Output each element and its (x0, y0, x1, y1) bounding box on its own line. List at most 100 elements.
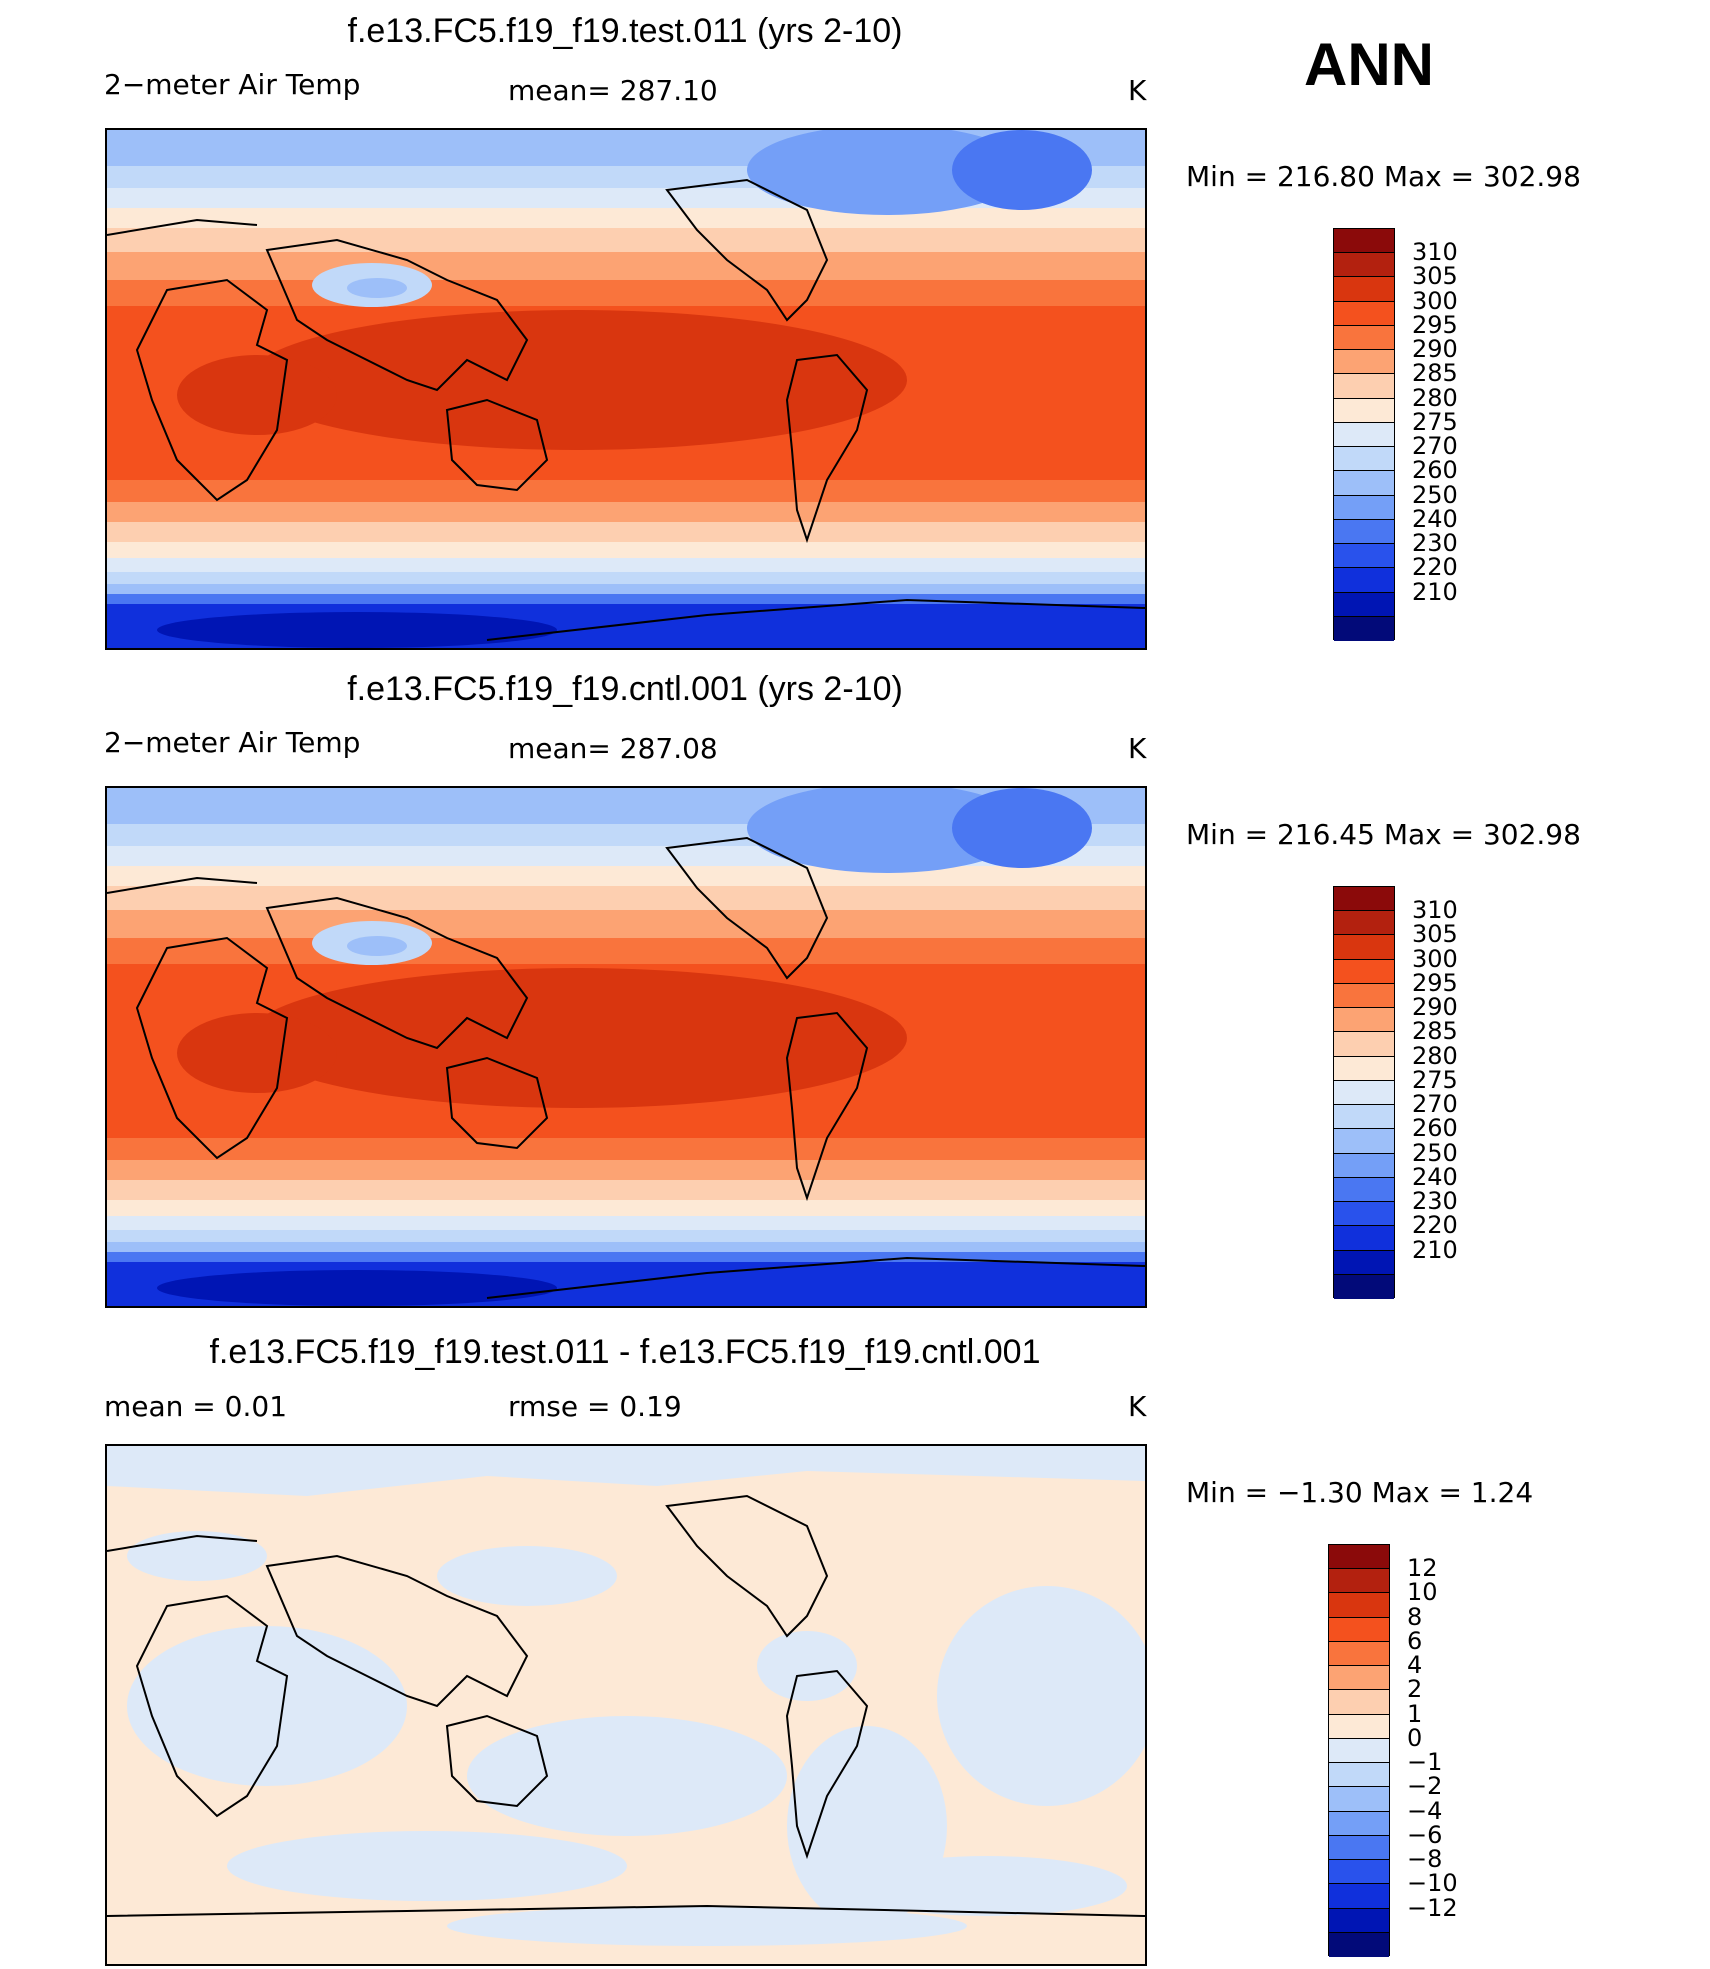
colorbar-cell (1329, 1641, 1389, 1667)
colorbar-tick-label: −8 (1407, 1845, 1443, 1874)
panel-2-title: f.e13.FC5.f19_f19.cntl.001 (yrs 2-10) (347, 670, 903, 708)
colorbar-cell (1334, 1129, 1394, 1154)
colorbar-cell (1334, 277, 1394, 302)
colorbar-tick-label: 240 (1412, 1162, 1458, 1191)
colorbar-tick-label: 290 (1412, 993, 1458, 1022)
panel-3-difference-field (107, 1446, 1145, 1964)
panel-2-minmax: Min = 216.45 Max = 302.98 (1186, 818, 1581, 851)
colorbar-tick-label: 275 (1412, 407, 1458, 436)
panel-2-variable-label: 2−meter Air Temp (104, 726, 361, 759)
colorbar-cell (1329, 1593, 1389, 1618)
colorbar-cell (1334, 911, 1394, 936)
colorbar-tick-label: 210 (1412, 577, 1458, 606)
colorbar-cell (1334, 350, 1394, 375)
colorbar-cell (1329, 1738, 1389, 1764)
colorbar-cell (1334, 1032, 1394, 1057)
colorbar-cell (1329, 1690, 1389, 1715)
colorbar-cell (1334, 592, 1394, 617)
colorbar-tick-label: 8 (1407, 1602, 1423, 1631)
colorbar-tick-label: 220 (1412, 1211, 1458, 1240)
colorbar-cell (1329, 1714, 1389, 1739)
colorbar-cell (1334, 1153, 1394, 1178)
colorbar-cell (1334, 1274, 1394, 1299)
colorbar-tick-label: 270 (1412, 432, 1458, 461)
colorbar-tick-label: 4 (1407, 1651, 1423, 1680)
colorbar-cell (1334, 495, 1394, 520)
colorbar-tick-label: −2 (1407, 1772, 1443, 1801)
colorbar-cell (1334, 887, 1394, 912)
colorbar-cell (1334, 935, 1394, 960)
colorbar-tick-label: 310 (1412, 238, 1458, 267)
colorbar-tick-label: 285 (1412, 1017, 1458, 1046)
colorbar-tick-label: 260 (1412, 456, 1458, 485)
panel-2-units-label: K (1128, 732, 1147, 765)
panel-1-minmax: Min = 216.80 Max = 302.98 (1186, 160, 1581, 193)
colorbar-cell (1329, 1835, 1389, 1861)
colorbar-tick-label: 305 (1412, 262, 1458, 291)
colorbar-tick-label: 12 (1407, 1554, 1438, 1583)
colorbar-cell (1334, 519, 1394, 545)
colorbar-cell (1334, 1250, 1394, 1275)
colorbar-cell (1329, 1666, 1389, 1691)
colorbar-tick-label: 285 (1412, 359, 1458, 388)
colorbar-tick-label: 275 (1412, 1065, 1458, 1094)
colorbar-cell (1329, 1908, 1389, 1933)
colorbar-tick-label: 310 (1412, 896, 1458, 925)
colorbar-cell (1329, 1545, 1389, 1570)
panel-3-colorbar (1328, 1544, 1390, 1957)
colorbar-tick-label: −6 (1407, 1820, 1443, 1849)
panel-3-rmse-label: rmse = 0.19 (508, 1390, 682, 1423)
colorbar-cell (1334, 471, 1394, 496)
colorbar-tick-label: 210 (1412, 1235, 1458, 1264)
colorbar-tick-label: 300 (1412, 944, 1458, 973)
colorbar-tick-label: −10 (1407, 1869, 1458, 1898)
panel-3-colorbar-ticks: 12 10 8 6 4 2 1 0 −1 −2 −4 −6 −8 −10 −12 (1407, 1544, 1497, 1956)
colorbar-cell (1329, 1763, 1389, 1788)
colorbar-cell (1334, 1056, 1394, 1081)
colorbar-tick-label: 230 (1412, 1187, 1458, 1216)
colorbar-tick-label: 280 (1412, 383, 1458, 412)
panel-3-title: f.e13.FC5.f19_f19.test.011 - f.e13.FC5.f… (209, 1333, 1041, 1371)
colorbar-tick-label: 230 (1412, 529, 1458, 558)
colorbar-cell (1334, 544, 1394, 569)
colorbar-tick-label: 250 (1412, 1138, 1458, 1167)
colorbar-tick-label: 0 (1407, 1723, 1423, 1752)
colorbar-cell (1334, 959, 1394, 984)
colorbar-tick-label: 280 (1412, 1041, 1458, 1070)
colorbar-cell (1334, 447, 1394, 472)
panel-1-units-label: K (1128, 74, 1147, 107)
colorbar-cell (1329, 1569, 1389, 1594)
panel-2-temperature-field (107, 788, 1145, 1306)
colorbar-cell (1334, 568, 1394, 593)
colorbar-cell (1334, 1202, 1394, 1227)
panel-1-colorbar-ticks: 310 305 300 295 290 285 280 275 270 260 250 240 230 2… (1412, 228, 1502, 640)
colorbar-tick-label: 1 (1407, 1699, 1423, 1728)
panel-1-map (105, 128, 1147, 650)
colorbar-cell (1334, 374, 1394, 399)
panel-1-mean-label: mean= 287.10 (508, 74, 718, 107)
colorbar-cell (1334, 1177, 1394, 1203)
colorbar-cell (1334, 1080, 1394, 1106)
colorbar-cell (1329, 1787, 1389, 1812)
colorbar-tick-label: 270 (1412, 1090, 1458, 1119)
colorbar-tick-label: −1 (1407, 1748, 1443, 1777)
panel-1-temperature-field (107, 130, 1145, 648)
colorbar-cell (1329, 1884, 1389, 1909)
colorbar-cell (1334, 422, 1394, 448)
season-label: ANN (1304, 31, 1434, 98)
colorbar-tick-label: 220 (1412, 553, 1458, 582)
colorbar-tick-label: −12 (1407, 1893, 1458, 1922)
colorbar-cell (1334, 1226, 1394, 1251)
colorbar-cell (1334, 983, 1394, 1009)
colorbar-cell (1334, 301, 1394, 326)
panel-2-mean-label: mean= 287.08 (508, 732, 718, 765)
colorbar-cell (1334, 398, 1394, 423)
colorbar-tick-label: 240 (1412, 504, 1458, 533)
panel-3-mean-label: mean = 0.01 (104, 1390, 288, 1423)
panel-2-colorbar-ticks: 310 305 300 295 290 285 280 275 270 260 250 240 230 2… (1412, 886, 1502, 1298)
panel-2-colorbar (1333, 886, 1395, 1299)
colorbar-cell (1329, 1932, 1389, 1957)
panel-1-title: f.e13.FC5.f19_f19.test.011 (yrs 2-10) (347, 12, 903, 50)
panel-1-colorbar (1333, 228, 1395, 641)
colorbar-cell (1329, 1617, 1389, 1642)
